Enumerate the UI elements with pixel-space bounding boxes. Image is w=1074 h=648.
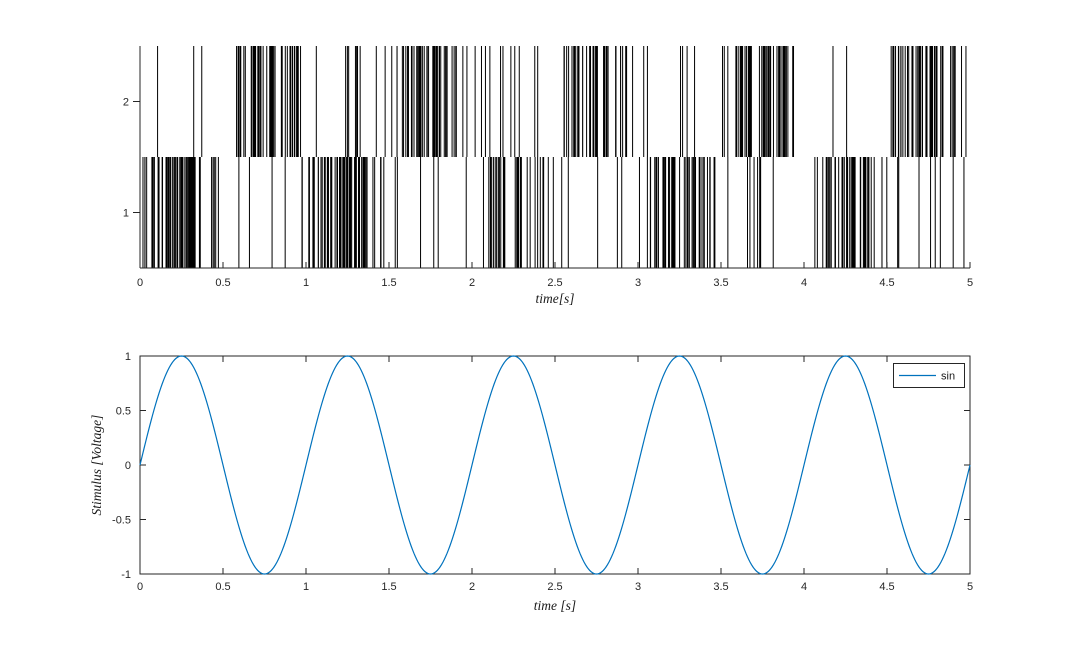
raster-x-tick-label: 4.5	[879, 277, 894, 289]
stimulus-x-tick-label: 0.5	[215, 581, 230, 593]
stimulus-y-tick-label: 0	[125, 460, 131, 472]
legend: sin	[893, 363, 965, 388]
raster-x-tick-label: 1.5	[381, 277, 396, 289]
raster-x-tick-label: 4	[801, 277, 807, 289]
raster-x-tick-label: 5	[967, 277, 973, 289]
stimulus-x-tick-label: 2.5	[547, 581, 562, 593]
stimulus-tick-labels: -1 -0.5 0 0.5 1 0 0.5 1 1.5 2 2.5 3 3.5 4 4.5 5	[112, 351, 973, 593]
stimulus-x-tick-label: 1.5	[381, 581, 396, 593]
stimulus-ylabel: Stimulus [Voltage]	[89, 415, 104, 516]
spike-trains	[142, 46, 967, 268]
raster-y-tick-label: 2	[123, 96, 129, 108]
stimulus-xlabel: time [s]	[534, 598, 576, 613]
raster-y-tick-label: 1	[123, 207, 129, 219]
raster-x-tick-label: 2	[469, 277, 475, 289]
spike-train-row-2	[157, 46, 967, 157]
stimulus-y-tick-label: 0.5	[116, 405, 131, 417]
raster-x-tick-label: 3	[635, 277, 641, 289]
stimulus-x-tick-label: 0	[137, 581, 143, 593]
raster-x-tick-label: 0	[137, 277, 143, 289]
raster-axes	[133, 46, 971, 269]
raster-x-tick-label: 3.5	[713, 277, 728, 289]
legend-entry-label: sin	[941, 370, 955, 382]
stimulus-x-tick-label: 1	[303, 581, 309, 593]
stimulus-x-tick-label: 5	[967, 581, 973, 593]
stimulus-y-tick-label: 1	[125, 351, 131, 363]
stimulus-x-tick-label: 3	[635, 581, 641, 593]
stimulus-x-tick-label: 4.5	[879, 581, 894, 593]
stimulus-x-tick-label: 4	[801, 581, 807, 593]
stimulus-y-tick-label: -1	[121, 569, 131, 581]
stimulus-x-tick-label: 3.5	[713, 581, 728, 593]
raster-xlabel: time[s]	[535, 291, 574, 306]
stimulus-subplot: -1 -0.5 0 0.5 1 0 0.5 1 1.5 2 2.5 3 3.5 4 4.5 5 time [s…	[89, 351, 973, 613]
raster-tick-labels: 1 2 0 0.5 1 1.5 2 2.5 3 3.5 4 4.5 5	[123, 96, 973, 289]
raster-x-tick-label: 1	[303, 277, 309, 289]
stimulus-x-tick-label: 2	[469, 581, 475, 593]
stimulus-y-tick-label: -0.5	[112, 514, 131, 526]
spike-train-row-1	[142, 157, 965, 268]
raster-x-tick-label: 2.5	[547, 277, 562, 289]
raster-subplot: 1 2 0 0.5 1 1.5 2 2.5 3 3.5 4 4.5 5 time[s]	[123, 46, 973, 306]
sin-curve	[139, 355, 971, 575]
raster-x-tick-label: 0.5	[215, 277, 230, 289]
